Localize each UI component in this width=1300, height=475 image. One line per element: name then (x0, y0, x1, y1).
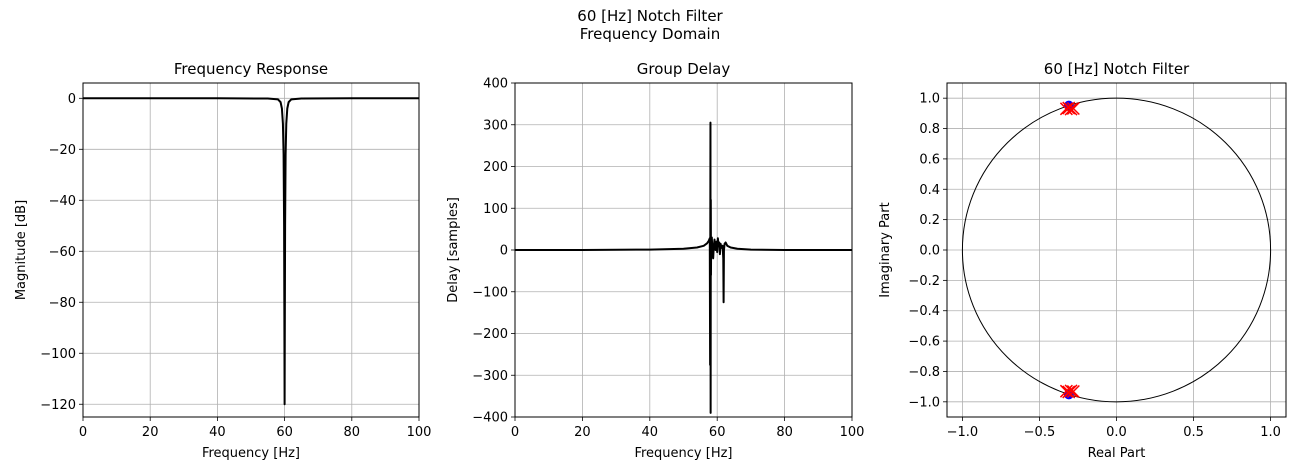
x-tick-label: 100 (407, 425, 432, 440)
x-tick-label: 60 (276, 425, 293, 440)
y-tick-label: −100 (40, 347, 76, 362)
y-tick-label: 0.2 (919, 213, 940, 228)
x-tick-label: 0 (79, 425, 87, 440)
plot-area (83, 97, 419, 406)
x-tick-label: 0.5 (1183, 425, 1204, 440)
figure-suptitle-line2: Frequency Domain (579, 25, 721, 43)
plot-area (515, 121, 852, 414)
pole-zero-marker-pole (1066, 101, 1080, 116)
y-tick-label: −0.4 (908, 304, 940, 319)
y-tick-label: −200 (472, 327, 508, 342)
x-tick-label: −0.5 (1024, 425, 1056, 440)
y-tick-label: 0 (68, 92, 76, 107)
chart-title: Frequency Response (174, 60, 328, 78)
chart-panel-3: −1.0 −0.5 0.0 0.5 1.0 −1.0 −0.8 −0.6 −0.4 −0.2 0.0… (878, 60, 1287, 461)
y-tick-label: −20 (49, 143, 76, 158)
x-tick-label: 20 (574, 425, 591, 440)
y-tick-label: −0.6 (908, 335, 940, 350)
y-tick-label: 300 (483, 118, 508, 133)
y-tick-label: −40 (49, 194, 76, 209)
y-tick-label: −1.0 (908, 395, 940, 410)
y-tick-label: 0.4 (919, 183, 940, 198)
x-axis-label: Frequency [Hz] (202, 446, 300, 461)
y-tick-label: 0.8 (919, 122, 940, 137)
figure-suptitle-line1: 60 [Hz] Notch Filter (577, 7, 723, 25)
y-tick-label: −0.8 (908, 365, 940, 380)
y-tick-label: 0 (500, 244, 508, 259)
x-tick-label: 40 (209, 425, 226, 440)
x-tick-label: 100 (840, 425, 865, 440)
y-tick-label: −80 (49, 296, 76, 311)
y-tick-label: 0.0 (919, 244, 940, 259)
series-line-1 (515, 121, 852, 414)
axes-frame (82, 82, 420, 418)
chart-panel-2: 0 20 40 60 80 100 −400 −300 −200 −100 0 100 200 300 40… (446, 60, 864, 461)
x-axis-label: Real Part (1088, 446, 1146, 461)
y-tick-label: −120 (40, 398, 76, 413)
chart-panel-1: 0 20 40 60 80 100 −120 −100 −80 −60 −40 −20 0 Frequen… (14, 60, 431, 461)
x-tick-label: −1.0 (947, 425, 979, 440)
y-axis-label: Imaginary Part (878, 202, 893, 297)
chart-title: Group Delay (637, 60, 731, 78)
pole-zero-marker-pole (1064, 102, 1078, 116)
pole-zero-marker-pole (1066, 384, 1080, 399)
unit-circle (961, 97, 1272, 403)
x-tick-label: 0 (511, 425, 519, 440)
y-tick-label: 400 (483, 77, 508, 92)
pole-zero-marker-pole (1062, 385, 1076, 399)
y-tick-label: −0.2 (908, 274, 940, 289)
x-tick-label: 20 (142, 425, 159, 440)
pole-zero-marker-pole (1064, 384, 1078, 398)
x-tick-label: 1.0 (1260, 425, 1281, 440)
x-tick-label: 80 (776, 425, 793, 440)
y-axis-label: Delay [samples] (446, 197, 461, 303)
y-tick-label: −300 (472, 369, 508, 384)
y-tick-label: 1.0 (919, 92, 940, 107)
y-tick-label: −400 (472, 411, 508, 426)
y-tick-label: 200 (483, 160, 508, 175)
y-axis-label: Magnitude [dB] (14, 200, 29, 300)
chart-title: 60 [Hz] Notch Filter (1044, 60, 1190, 78)
y-tick-label: 100 (483, 202, 508, 217)
x-tick-label: 80 (344, 425, 361, 440)
series-line-1 (83, 97, 419, 406)
y-tick-label: −60 (49, 245, 76, 260)
pole-zero-marker-pole (1062, 101, 1076, 115)
x-axis-label: Frequency [Hz] (634, 446, 732, 461)
x-tick-label: 0.0 (1106, 425, 1127, 440)
y-tick-label: −100 (472, 285, 508, 300)
x-tick-label: 40 (642, 425, 659, 440)
y-tick-label: 0.6 (919, 152, 940, 167)
x-tick-label: 60 (709, 425, 726, 440)
plot-area (961, 97, 1272, 403)
